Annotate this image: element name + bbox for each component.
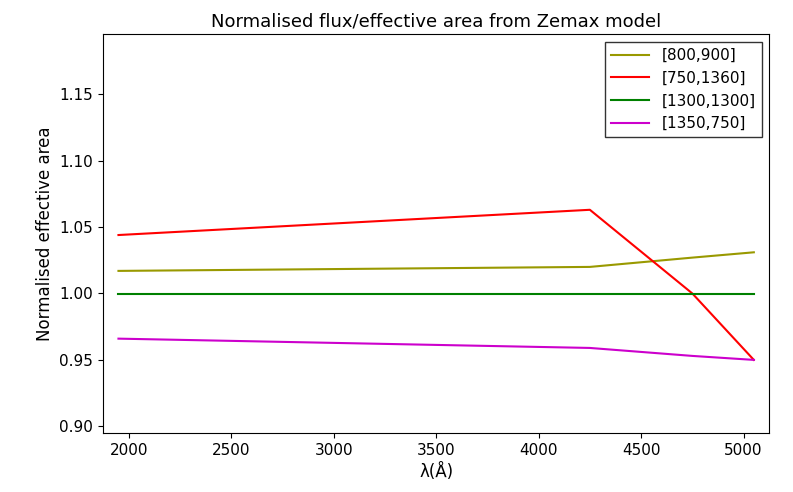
[1350,750]	[113, 336, 123, 341]
[750,1360]	[688, 290, 697, 296]
[800,900]	[113, 268, 123, 274]
Title: Normalised flux/effective area from Zemax model: Normalised flux/effective area from Zema…	[211, 12, 661, 30]
Line: [750,1360]: [750,1360]	[118, 210, 754, 360]
X-axis label: λ(Å): λ(Å)	[419, 463, 454, 481]
Line: [1350,750]: [1350,750]	[118, 338, 754, 360]
Y-axis label: Normalised effective area: Normalised effective area	[36, 126, 54, 341]
Legend: [800,900], [750,1360], [1300,1300], [1350,750]: [800,900], [750,1360], [1300,1300], [135…	[605, 42, 761, 137]
[800,900]	[749, 249, 759, 255]
[1350,750]	[749, 357, 759, 363]
[1350,750]	[688, 353, 697, 359]
[750,1360]	[113, 232, 123, 238]
[800,900]	[688, 255, 697, 261]
[1350,750]	[585, 345, 595, 351]
Line: [800,900]: [800,900]	[118, 252, 754, 271]
[750,1360]	[749, 357, 759, 363]
[800,900]	[585, 264, 595, 270]
[750,1360]	[585, 207, 595, 213]
